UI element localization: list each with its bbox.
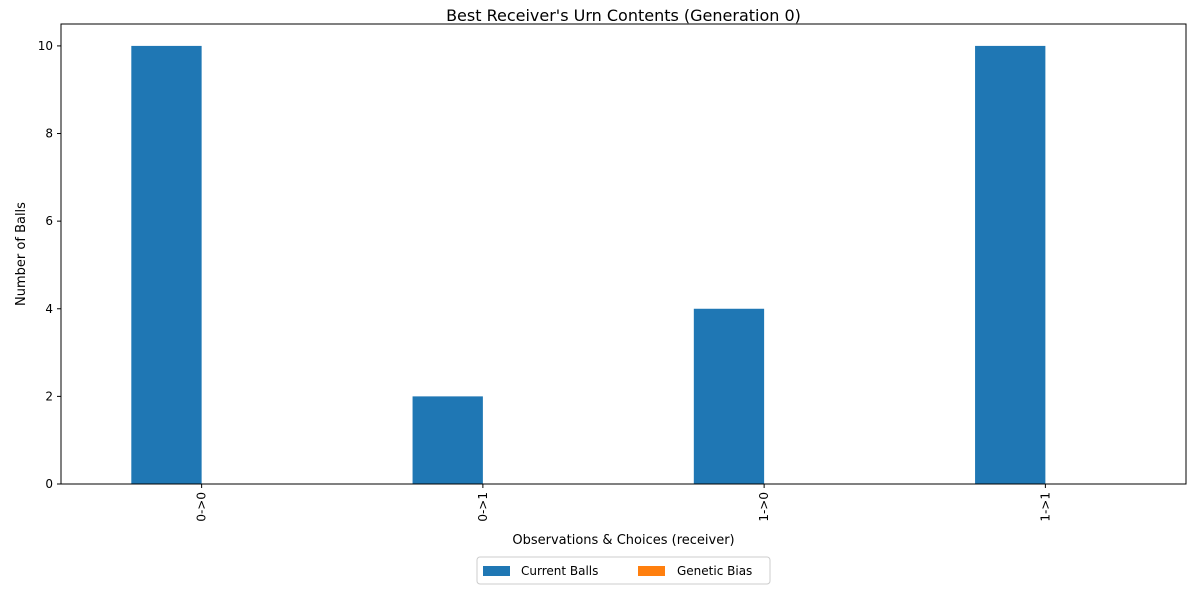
bar-current-balls-1-1 — [975, 45, 1046, 485]
ticks-layer: 0 2 4 6 8 10 0->0 0->1 1->0 1->1 — [38, 39, 1053, 522]
x-tick-label: 1->0 — [757, 492, 771, 522]
y-tick-label: 6 — [45, 214, 53, 228]
legend-label-genetic-bias: Genetic Bias — [677, 564, 752, 578]
x-tick-label: 0->0 — [195, 492, 209, 522]
x-tick-label: 1->1 — [1038, 492, 1052, 522]
y-tick-label: 8 — [45, 127, 53, 141]
bar-current-balls-0-0 — [131, 45, 202, 485]
bar-current-balls-0-1 — [412, 396, 483, 484]
bars-layer — [131, 45, 1046, 485]
y-tick-label: 0 — [45, 477, 53, 491]
bar-current-balls-1-0 — [693, 308, 765, 484]
x-axis-label: Observations & Choices (receiver) — [512, 533, 734, 548]
chart-title: Best Receiver's Urn Contents (Generation… — [446, 6, 801, 25]
legend-frame — [476, 556, 771, 585]
legend-swatch-current-balls — [483, 566, 510, 576]
legend: Current Balls Genetic Bias — [476, 556, 771, 585]
y-tick-label: 10 — [38, 39, 53, 53]
x-tick-label: 0->1 — [476, 492, 490, 522]
plot-frame — [60, 23, 1187, 485]
y-tick-label: 2 — [45, 389, 53, 403]
legend-label-current-balls: Current Balls — [521, 564, 598, 578]
y-axis-label: Number of Balls — [14, 202, 29, 306]
legend-swatch-genetic-bias — [638, 566, 665, 576]
y-tick-label: 4 — [45, 302, 53, 316]
